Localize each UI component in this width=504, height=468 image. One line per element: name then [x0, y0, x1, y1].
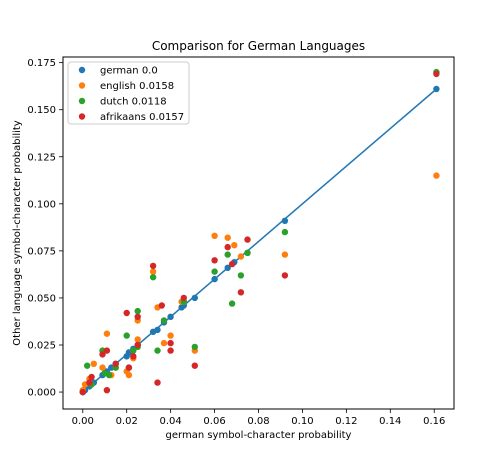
point-afrikaans-15	[167, 339, 174, 347]
legend-marker	[78, 82, 86, 89]
point-afrikaans-8	[125, 364, 133, 371]
y-tick-label: 0.025	[27, 341, 56, 352]
y-tick-label: 0.150	[27, 105, 56, 116]
point-afrikaans-12	[149, 262, 157, 270]
point-english-5	[103, 330, 111, 337]
legend-box	[67, 61, 190, 125]
point-german-18	[191, 294, 198, 302]
point-afrikaans-20	[224, 243, 231, 251]
point-afrikaans-14	[158, 302, 165, 309]
point-afrikaans-18	[191, 362, 198, 369]
point-german-19	[211, 275, 218, 283]
x-tick-label: 0.06	[203, 416, 225, 427]
point-afrikaans-2	[88, 373, 95, 381]
point-german-6	[108, 364, 115, 371]
reference-line	[82, 88, 437, 393]
x-tick-label: 0.16	[423, 416, 445, 427]
x-tick-label: 0.04	[160, 416, 182, 427]
point-afrikaans-22	[237, 289, 245, 296]
point-english-3	[90, 360, 98, 367]
point-dutch-5	[105, 371, 113, 379]
x-tick-label: 0.10	[291, 416, 313, 427]
x-axis-label: german symbol-character probability	[166, 430, 352, 441]
point-english-22	[231, 242, 238, 249]
legend-label: english 0.0158	[100, 81, 174, 92]
legend-marker	[78, 113, 86, 120]
x-tick-label: 0.08	[247, 416, 269, 427]
y-tick-label: 0.000	[27, 388, 56, 399]
point-afrikaans-9	[130, 353, 137, 360]
point-dutch-22	[281, 228, 289, 236]
plot-marks	[79, 68, 440, 396]
x-tick-label: 0.12	[335, 416, 357, 427]
point-afrikaans-21	[228, 260, 236, 268]
legend-marker	[78, 97, 86, 105]
point-dutch-13	[154, 347, 161, 354]
y-axis-label: Other language symbol-character probabil…	[12, 120, 23, 346]
axes: 0.00 0.02 0.04 0.06 0.08 0.10 0.12 0.14 0.16 0.00…	[27, 58, 445, 427]
point-dutch-18	[224, 251, 231, 258]
point-dutch-7	[123, 332, 130, 339]
legend-marker	[78, 66, 86, 74]
point-afrikaans-19	[211, 257, 218, 264]
point-english-20	[211, 232, 218, 239]
point-english-11	[134, 336, 141, 343]
y-tick-label: 0.050	[27, 293, 56, 304]
point-dutch-10	[134, 307, 141, 315]
point-dutch-20	[237, 272, 245, 279]
point-dutch-21	[244, 249, 251, 256]
point-afrikaans-13	[154, 379, 161, 386]
point-dutch-12	[149, 274, 157, 281]
legend-label: dutch 0.0118	[100, 97, 167, 108]
point-english-4	[99, 364, 106, 371]
point-afrikaans-23	[244, 236, 251, 243]
point-dutch-19	[228, 300, 236, 307]
point-afrikaans-6	[112, 360, 119, 367]
point-dutch-17	[211, 268, 218, 275]
x-tick-label: 0.00	[72, 416, 94, 427]
point-german-15	[167, 313, 174, 320]
point-dutch-14	[160, 317, 168, 324]
point-german-13	[154, 326, 161, 334]
point-afrikaans-7	[123, 309, 130, 317]
point-dutch-16	[191, 343, 198, 351]
y-tick-label: 0.125	[27, 152, 56, 163]
legend: german 0.0 english 0.0158 dutch 0.0118 afri…	[67, 61, 190, 125]
point-english-24	[281, 251, 289, 258]
point-afrikaans-24	[281, 272, 289, 279]
legend-label: afrikaans 0.0157	[100, 112, 184, 123]
point-english-23	[237, 253, 245, 260]
point-afrikaans-0	[79, 388, 87, 396]
point-afrikaans-3	[99, 351, 106, 358]
chart-title: Comparison for German Languages	[152, 39, 365, 53]
point-english-9	[125, 371, 133, 379]
point-afrikaans-4	[103, 387, 111, 394]
point-afrikaans-1	[86, 379, 93, 386]
point-afrikaans-25	[433, 70, 440, 78]
point-afrikaans-16	[167, 347, 174, 354]
point-english-13	[149, 268, 157, 275]
point-afrikaans-11	[134, 341, 141, 349]
y-tick-label: 0.175	[27, 58, 56, 69]
legend-label: german 0.0	[100, 66, 158, 77]
point-dutch-9	[130, 347, 137, 354]
x-tick-label: 0.02	[116, 416, 138, 427]
point-english-15	[160, 339, 168, 347]
point-afrikaans-10	[134, 313, 141, 320]
y-tick-label: 0.075	[27, 246, 56, 257]
point-english-21	[224, 234, 231, 241]
point-english-25	[433, 172, 440, 179]
point-afrikaans-17	[180, 294, 187, 302]
point-german-23	[281, 217, 289, 224]
point-dutch-1	[84, 362, 91, 369]
point-afrikaans-5	[103, 347, 111, 354]
point-english-16	[167, 332, 174, 339]
x-tick-label: 0.14	[379, 416, 401, 427]
point-german-20	[224, 264, 231, 271]
point-german-24	[433, 85, 440, 93]
y-tick-label: 0.100	[27, 199, 56, 210]
